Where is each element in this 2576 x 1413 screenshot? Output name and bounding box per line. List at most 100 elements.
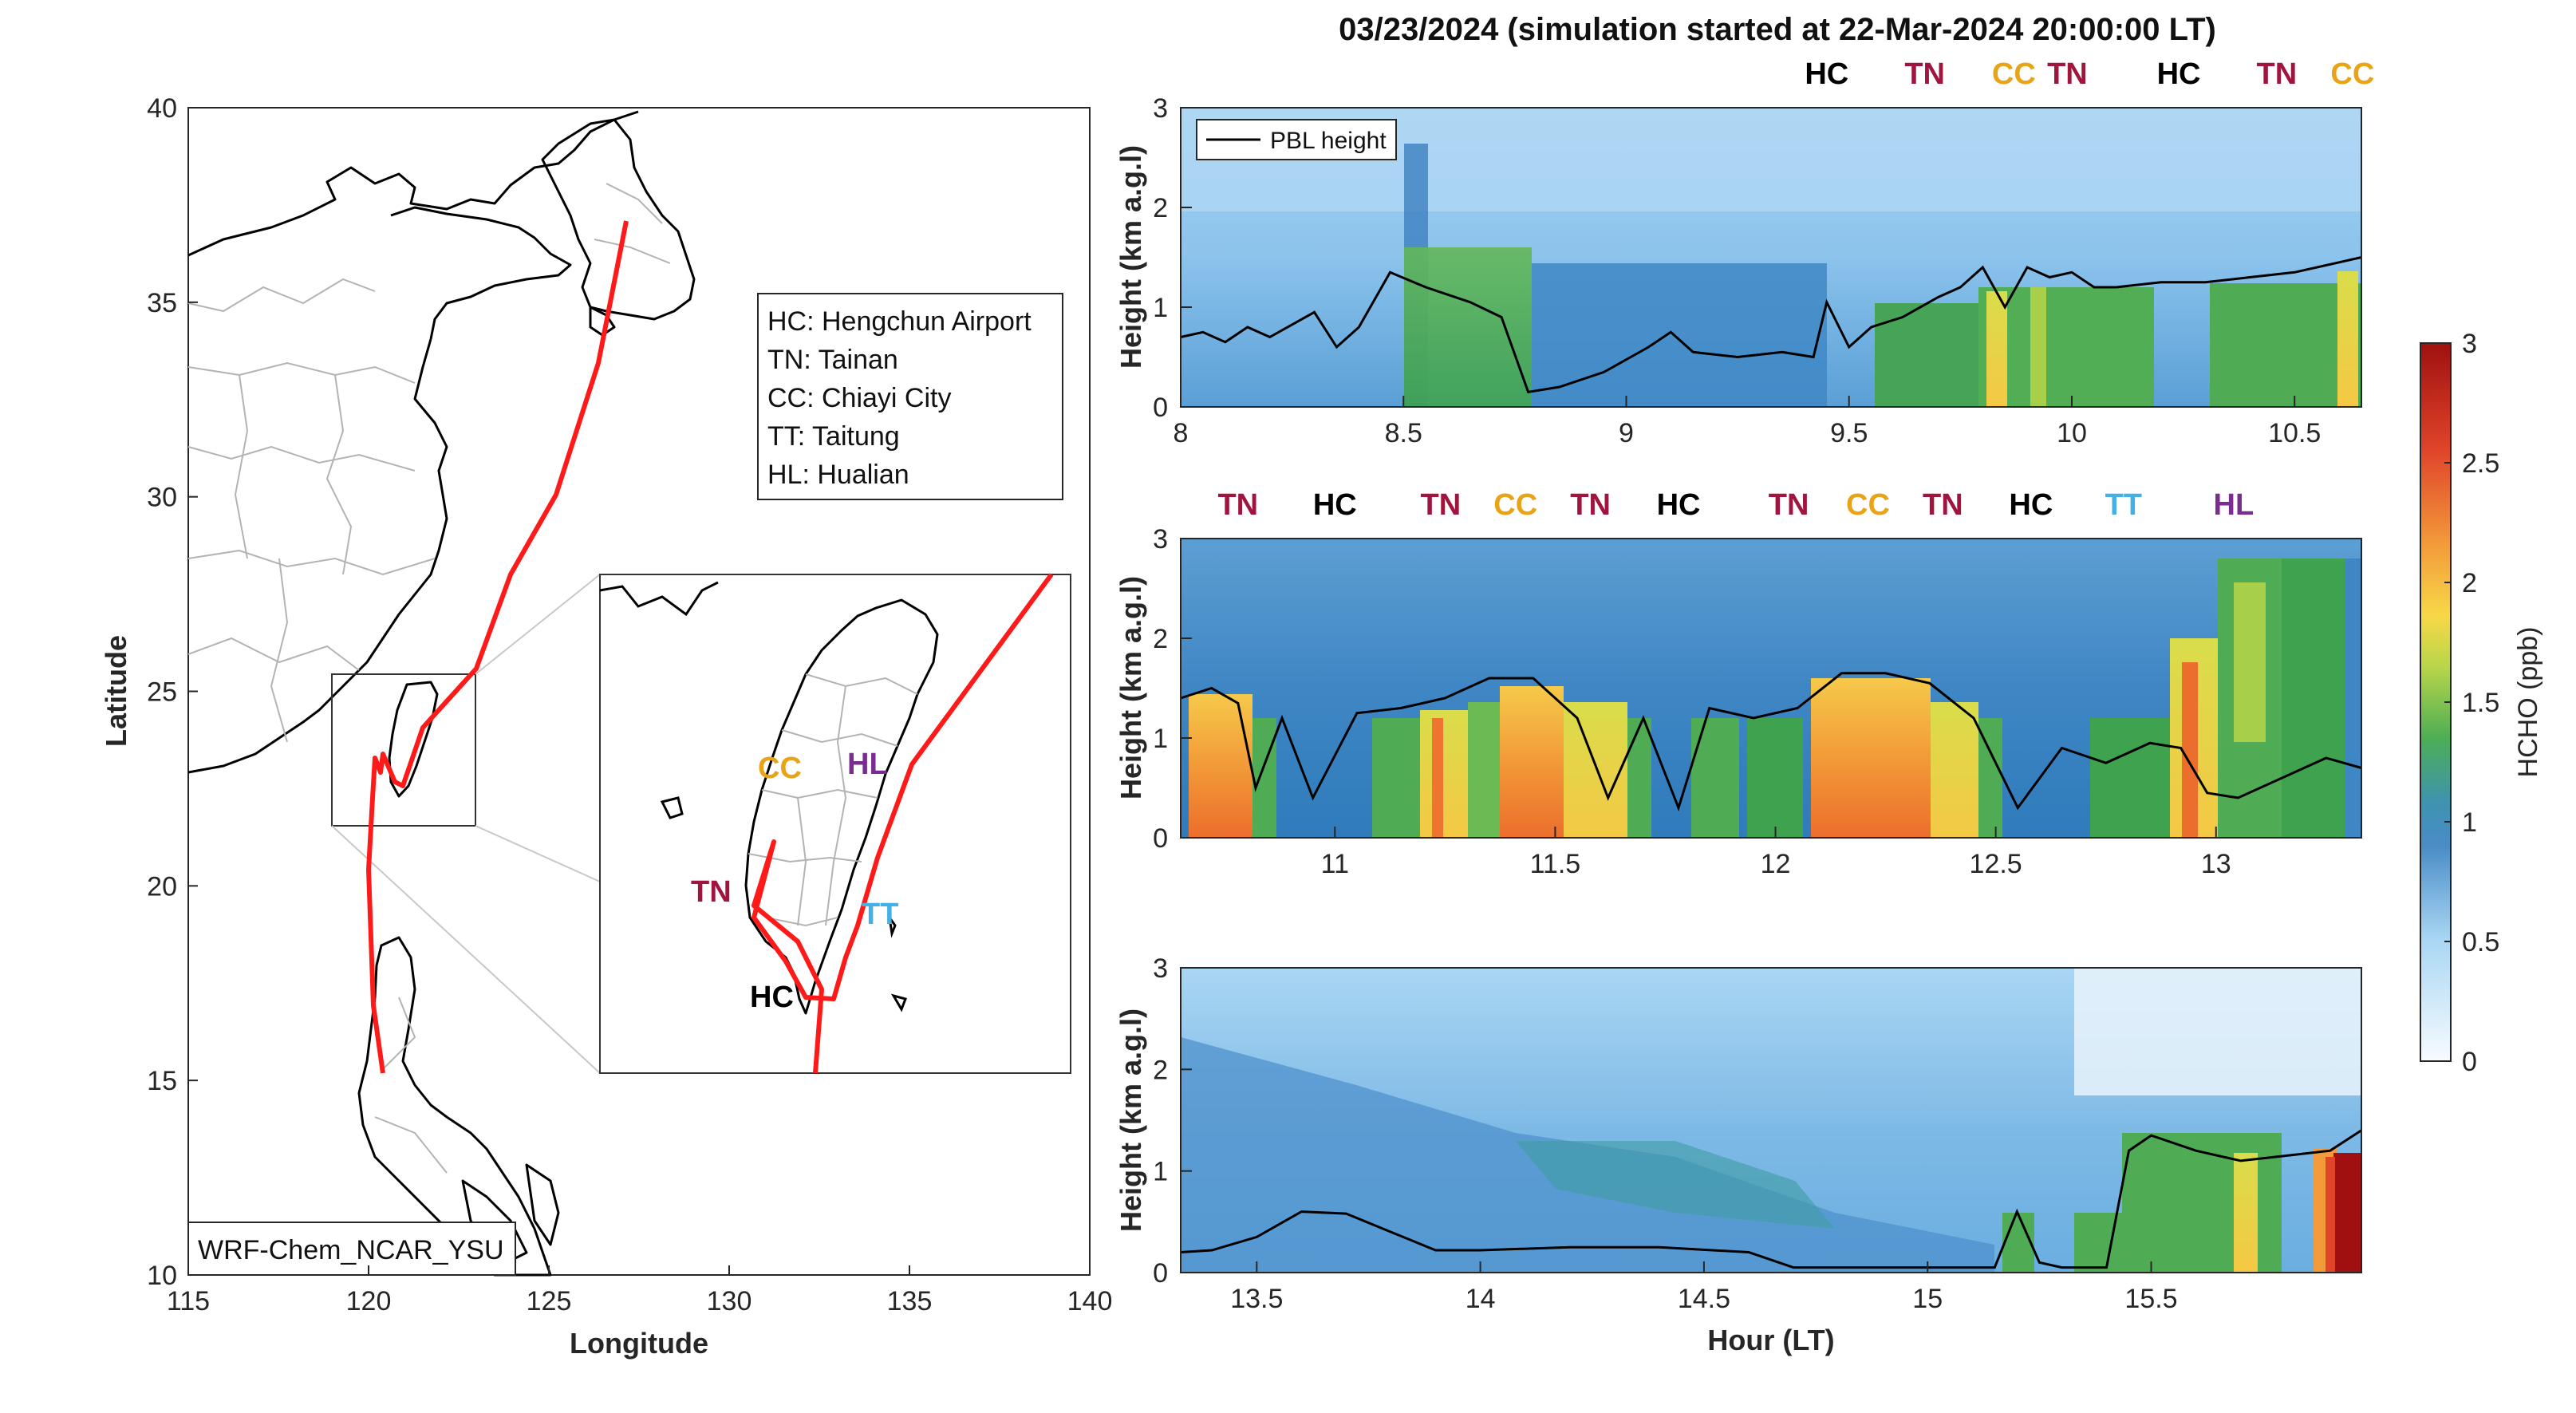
site-label-tn: TN <box>1570 488 1611 522</box>
panel-2-hot-4 <box>1811 678 1931 838</box>
ytick-label: 2 <box>1153 624 1168 654</box>
site-label-cc: CC <box>2330 57 2374 91</box>
map-legend-line-5: HL: Hualian <box>767 460 909 490</box>
panel-3-y-ticks: 0 1 2 3 <box>1153 953 1192 1289</box>
xtick-label: 13.5 <box>1230 1284 1283 1314</box>
xtick-label: 9 <box>1619 418 1634 448</box>
panel-3-green-band <box>1516 1141 1835 1229</box>
inset-label-tn: TN <box>691 875 732 909</box>
panel-2-warm-2 <box>1564 702 1627 838</box>
colorbar-tick-label: 1 <box>2462 807 2477 838</box>
panel-2-warm-1 <box>1420 710 1468 838</box>
site-label-tn: TN <box>2257 57 2298 91</box>
xtick-label: 14 <box>1466 1284 1496 1314</box>
ytick-label: 0 <box>1153 823 1168 854</box>
map-legend-line-2: TN: Tainan <box>767 345 898 375</box>
model-label-box <box>187 1222 516 1276</box>
panel-2-hot-1 <box>1189 694 1252 838</box>
model-label: WRF-Chem_NCAR_YSU <box>198 1235 504 1265</box>
map-legend-line-1: HC: Hengchun Airport <box>767 306 1032 337</box>
inset-label-cc: CC <box>758 752 802 785</box>
colorbar-label: HCHO (ppb) <box>2513 627 2543 778</box>
site-label-hc: HC <box>2157 57 2201 91</box>
zoom-connector-side <box>475 825 601 882</box>
panel-1-blue-block <box>1532 263 1827 407</box>
xtick-label: 12.5 <box>1970 849 2022 879</box>
ytick-label: 3 <box>1153 953 1168 984</box>
inset-label-hc: HC <box>750 981 794 1014</box>
colorbar-ticks: 0 0.5 1 1.5 2 2.5 3 <box>2444 329 2499 1077</box>
panel-1-x-ticks: 8 8.5 9 9.5 10 10.5 <box>1174 396 2321 448</box>
site-label-hc: HC <box>1657 488 1701 522</box>
colorbar-tick-label: 1.5 <box>2462 688 2499 718</box>
panel-1-green-block-c <box>1978 287 2154 407</box>
panel-2-green-5 <box>1691 718 1739 838</box>
panel-2-green-2 <box>1372 718 1420 838</box>
site-label-tn: TN <box>1923 488 1963 522</box>
panel-2-hot-5 <box>2182 662 2198 838</box>
panel-3-light-corner <box>2074 968 2361 1095</box>
map-ytick-label: 35 <box>147 288 177 318</box>
map-legend-line-4: TT: Taitung <box>767 421 900 452</box>
map-xtick-label: 115 <box>167 1286 210 1316</box>
inset-label-tt: TT <box>862 898 898 931</box>
panel-2-green-8 <box>2090 718 2170 838</box>
panel-2-field <box>1189 558 2361 838</box>
xtick-label: 10 <box>2057 418 2087 448</box>
ytick-label: 2 <box>1153 193 1168 223</box>
map-ytick-label: 30 <box>147 483 177 513</box>
site-label-tt: TT <box>2105 488 2142 522</box>
colorbar-tick-label: 2.5 <box>2462 448 2499 479</box>
panel-2-hot-3 <box>1500 686 1564 838</box>
site-label-tn: TN <box>1420 488 1461 522</box>
panel-2-green-3 <box>1468 702 1500 838</box>
panel-3-green-1 <box>2002 1213 2034 1273</box>
map-ytick-label: 25 <box>147 677 177 708</box>
xtick-label: 11.5 <box>1530 849 1581 879</box>
map-panel: HC: Hengchun Airport TN: Tainan CC: Chia… <box>100 93 1112 1360</box>
inset-taiwan <box>744 598 939 1015</box>
panel-2-warm-3 <box>1931 702 1978 838</box>
map-x-ticks: 115 120 125 130 135 140 <box>167 1265 1112 1316</box>
panel-2-site-labels: TN HC TN CC TN HC TN CC TN HC TT HL <box>1217 488 2254 522</box>
panel-3-warm-1 <box>2234 1153 2258 1273</box>
colorbar-tick-label: 2 <box>2462 568 2477 598</box>
panel-1-green-block-d <box>2210 283 2361 407</box>
panel-1-site-labels: HC TN CC TN HC TN CC <box>1805 57 2374 91</box>
panel-3-frame <box>1180 967 2362 1273</box>
ytick-label: 0 <box>1153 393 1168 423</box>
zoom-connector-top <box>475 574 601 675</box>
panel-2-pbl-line <box>1180 672 2362 812</box>
inset-flight-track <box>751 573 1054 1074</box>
map-xtick-label: 130 <box>707 1286 752 1316</box>
panel-1-green-block-b <box>1875 303 1978 407</box>
panel-3-field <box>1181 968 2361 1273</box>
xtick-label: 11 <box>1321 849 1349 879</box>
map-ytick-label: 10 <box>147 1261 177 1291</box>
colorbar-tick-label: 0 <box>2462 1047 2477 1077</box>
panel-2-green-4 <box>1627 718 1651 838</box>
map-legend-line-3: CC: Chiayi City <box>767 383 951 413</box>
map-xtick-label: 125 <box>527 1286 572 1316</box>
site-label-tn: TN <box>1769 488 1809 522</box>
panel-1-warm-stripe-b <box>2030 287 2046 407</box>
xtick-label: 15.5 <box>2124 1284 2177 1314</box>
panel-3-red-1 <box>2333 1153 2361 1273</box>
panel-2-lime-1 <box>2234 582 2266 742</box>
xtick-label: 9.5 <box>1830 418 1868 448</box>
inset-label-hl: HL <box>847 748 888 781</box>
panel-1-ylabel: Height (km a.g.l) <box>1114 145 1147 369</box>
panel-2-green-10 <box>2282 558 2345 838</box>
site-label-hc: HC <box>1313 488 1357 522</box>
map-xlabel: Longitude <box>570 1327 708 1360</box>
map-legend-box <box>757 293 1063 500</box>
panel-2-y-ticks: 0 1 2 3 <box>1153 524 1192 854</box>
panel-1-green-block-a <box>1404 247 1532 407</box>
panel-3-x-ticks: 13.5 14 14.5 15 15.5 <box>1230 1261 2178 1314</box>
map-xtick-label: 120 <box>346 1286 392 1316</box>
xtick-label: 8.5 <box>1385 418 1422 448</box>
panel-2-green-6 <box>1747 718 1803 838</box>
map-xtick-label: 140 <box>1067 1286 1113 1316</box>
map-ytick-label: 40 <box>147 93 177 124</box>
